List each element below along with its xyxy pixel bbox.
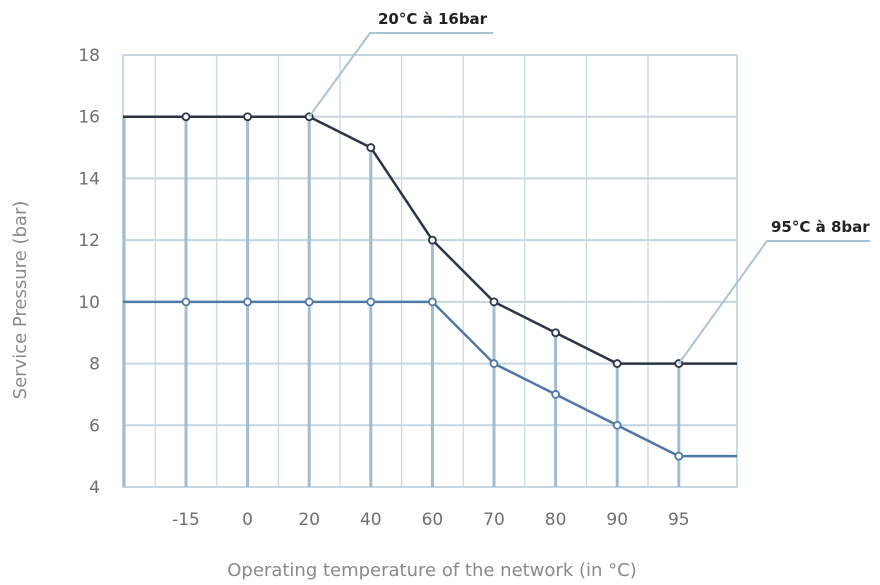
- annotation-leader-1: [308, 32, 493, 118]
- data-point-s2-40: [366, 297, 376, 307]
- data-points: [181, 112, 684, 461]
- y-axis-title: Service Pressure (bar): [10, 201, 31, 400]
- data-point-s2-70: [489, 359, 499, 368]
- data-point-s2-80: [551, 390, 560, 399]
- y-tick-label-10: 10: [78, 293, 100, 313]
- x-tick-label-60: 60: [422, 510, 444, 530]
- annotation-label-1: 20°C à 16bar: [378, 10, 488, 28]
- data-point-s1-0: [243, 112, 253, 122]
- axis-ticks: 4 6 8 10 12 14 16 18 -15 0 20 40 60 70 80 90 95: [78, 46, 689, 530]
- annotations: 20°C à 16bar 95°C à 8bar: [308, 10, 870, 365]
- y-tick-label-14: 14: [78, 169, 100, 189]
- data-point-s1-90: [612, 359, 622, 368]
- data-point-s2-20: [304, 297, 314, 307]
- x-tick-label-0: 0: [242, 510, 253, 530]
- x-tick-label-90: 90: [606, 510, 628, 530]
- data-point-s1-80: [551, 328, 560, 338]
- data-point-s2-95: [674, 451, 684, 461]
- x-tick-label--15: -15: [172, 510, 200, 530]
- data-point-s1-60: [427, 235, 437, 245]
- x-axis-title: Operating temperature of the network (in…: [227, 560, 636, 581]
- annotation-leader-2: [677, 240, 870, 365]
- data-point-s1--15: [181, 112, 191, 122]
- x-tick-label-40: 40: [360, 510, 382, 530]
- x-tick-label-20: 20: [298, 510, 320, 530]
- y-tick-label-18: 18: [78, 46, 100, 66]
- data-point-s2-60: [427, 297, 437, 307]
- x-tick-label-95: 95: [668, 510, 690, 530]
- data-point-s1-70: [489, 297, 499, 307]
- y-tick-label-4: 4: [89, 478, 100, 498]
- grid: [122, 54, 738, 488]
- y-tick-label-6: 6: [89, 416, 100, 436]
- data-point-s2--15: [181, 297, 191, 307]
- y-tick-label-8: 8: [89, 355, 100, 375]
- plot-border: [122, 54, 738, 488]
- data-point-s1-40: [366, 143, 376, 152]
- data-point-s2-90: [612, 420, 622, 430]
- x-tick-label-80: 80: [545, 510, 567, 530]
- x-tick-label-70: 70: [483, 510, 505, 530]
- series-line-2: [123, 300, 737, 458]
- data-point-s2-0: [243, 297, 253, 307]
- annotation-label-2: 95°C à 8bar: [771, 218, 870, 236]
- y-tick-label-12: 12: [78, 231, 100, 251]
- y-tick-label-16: 16: [78, 108, 100, 128]
- series-lines: [123, 115, 737, 458]
